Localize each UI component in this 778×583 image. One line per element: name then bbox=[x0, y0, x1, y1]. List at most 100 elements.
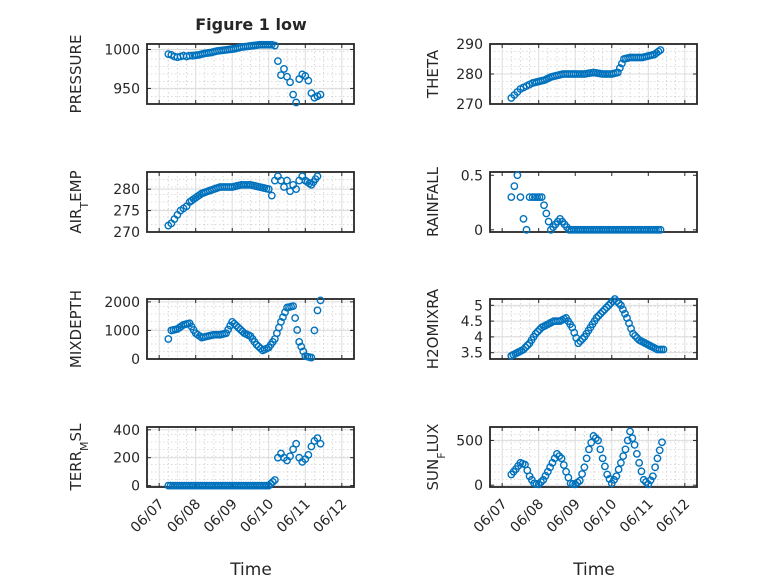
data-point bbox=[578, 335, 587, 343]
data-point bbox=[652, 225, 660, 234]
axes-box bbox=[489, 171, 698, 233]
y-tick-label: 5 bbox=[474, 298, 483, 314]
series-markers bbox=[164, 296, 325, 362]
subplot-air_temp: 270 275 280 AIRTEMP bbox=[67, 170, 355, 241]
data-point bbox=[310, 326, 319, 335]
y-tick-label: 0 bbox=[474, 478, 483, 494]
axes-box bbox=[489, 426, 698, 488]
data-point bbox=[632, 449, 641, 458]
y-tick-label: 200 bbox=[113, 451, 140, 467]
y-tick-label: 0 bbox=[474, 223, 483, 239]
data-point bbox=[637, 467, 646, 476]
data-point bbox=[252, 340, 261, 349]
data-point bbox=[185, 51, 194, 60]
data-point bbox=[653, 454, 662, 463]
x-tick-label: 06/09 bbox=[201, 496, 241, 536]
data-point bbox=[268, 477, 277, 486]
y-tick-label: 2000 bbox=[104, 295, 140, 311]
data-point bbox=[644, 480, 653, 489]
data-point bbox=[280, 183, 288, 191]
series-markers bbox=[164, 172, 322, 230]
y-tick-label: 950 bbox=[113, 81, 140, 97]
data-point bbox=[289, 302, 298, 311]
y-axis-label: MIXDEPTH bbox=[67, 290, 85, 368]
data-point bbox=[279, 313, 287, 321]
data-point bbox=[628, 434, 637, 443]
y-tick-label: 0.5 bbox=[461, 168, 483, 184]
data-point bbox=[521, 343, 530, 352]
y-tick-label: 400 bbox=[113, 423, 140, 439]
x-tick-label: 06/08 bbox=[507, 496, 547, 536]
subplot-h2omixra: 3.544.55 H2OMIXRA bbox=[424, 288, 698, 369]
data-point bbox=[619, 305, 627, 314]
data-point bbox=[510, 182, 519, 191]
data-point bbox=[596, 445, 605, 454]
x-tick-label: 06/09 bbox=[544, 496, 584, 536]
minor-grid bbox=[147, 44, 354, 104]
y-tick-label: 270 bbox=[456, 97, 483, 113]
x-tick-label: 06/07 bbox=[128, 496, 168, 536]
series-markers bbox=[507, 46, 665, 102]
minor-grid bbox=[147, 299, 354, 359]
data-point bbox=[295, 337, 304, 346]
y-tick-label: 500 bbox=[456, 433, 483, 449]
data-point bbox=[553, 449, 561, 458]
data-point bbox=[580, 463, 589, 472]
y-tick-label: 290 bbox=[456, 37, 483, 53]
data-point bbox=[555, 452, 564, 461]
data-point bbox=[651, 463, 660, 472]
data-point bbox=[283, 176, 291, 185]
x-tick-label: 06/12 bbox=[653, 496, 693, 536]
data-point bbox=[297, 342, 306, 351]
data-point bbox=[615, 64, 624, 72]
data-point bbox=[316, 296, 325, 305]
data-point bbox=[270, 41, 279, 50]
data-point bbox=[313, 172, 322, 181]
data-point bbox=[618, 59, 626, 68]
y-axis-label: THETA bbox=[424, 49, 442, 99]
data-point bbox=[534, 480, 543, 489]
data-point bbox=[523, 341, 532, 350]
data-point bbox=[535, 193, 544, 201]
data-point bbox=[299, 347, 308, 356]
data-point bbox=[598, 454, 607, 463]
data-point bbox=[613, 68, 622, 77]
data-point bbox=[236, 325, 245, 334]
axes-box bbox=[489, 298, 698, 360]
data-point bbox=[646, 476, 655, 485]
data-point bbox=[621, 309, 629, 318]
x-axis-label-right: Time bbox=[572, 560, 615, 580]
data-point bbox=[280, 65, 288, 73]
data-point bbox=[596, 309, 605, 318]
x-tick-label: 06/10 bbox=[237, 496, 277, 536]
data-point bbox=[656, 46, 665, 54]
y-tick-label: 1000 bbox=[104, 323, 140, 339]
y-axis-label: AIRTEMP bbox=[67, 170, 91, 233]
y-axis-label: RAINFALL bbox=[424, 166, 442, 237]
data-point bbox=[631, 331, 640, 340]
data-point bbox=[591, 434, 600, 443]
data-point bbox=[656, 225, 665, 234]
data-point bbox=[513, 171, 522, 180]
data-point bbox=[232, 321, 241, 330]
data-point bbox=[557, 454, 566, 463]
y-axis-label: PRESSURE bbox=[67, 35, 85, 114]
x-tick-label: 06/11 bbox=[274, 496, 314, 536]
data-point bbox=[594, 311, 603, 320]
data-point bbox=[542, 209, 551, 218]
x-tick-label: 06/11 bbox=[617, 496, 657, 536]
data-point bbox=[277, 317, 285, 326]
x-tick-label: 06/07 bbox=[471, 496, 511, 536]
data-point bbox=[612, 297, 621, 306]
data-point bbox=[230, 319, 239, 328]
data-point bbox=[610, 295, 619, 303]
data-point bbox=[654, 225, 663, 234]
data-point bbox=[264, 185, 273, 194]
data-point bbox=[585, 445, 593, 454]
data-point bbox=[270, 476, 279, 484]
y-axis-label: H2OMIXRA bbox=[424, 288, 442, 369]
data-point bbox=[587, 438, 596, 447]
x-tick-label: 06/08 bbox=[164, 496, 204, 536]
data-point bbox=[539, 475, 548, 484]
